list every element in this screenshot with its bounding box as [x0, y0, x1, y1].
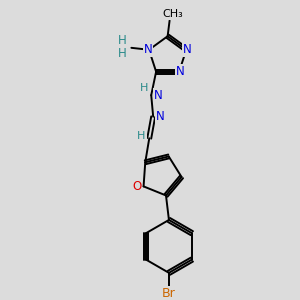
Text: H: H [137, 131, 146, 141]
Text: H: H [140, 83, 148, 93]
Text: H: H [118, 34, 127, 47]
Text: O: O [132, 180, 141, 193]
Text: N: N [154, 89, 163, 102]
Text: H: H [118, 47, 127, 60]
Text: N: N [144, 43, 152, 56]
Text: CH₃: CH₃ [162, 9, 183, 19]
Text: Br: Br [162, 287, 176, 300]
Text: N: N [176, 65, 184, 78]
Text: N: N [156, 110, 165, 123]
Text: N: N [183, 43, 192, 56]
